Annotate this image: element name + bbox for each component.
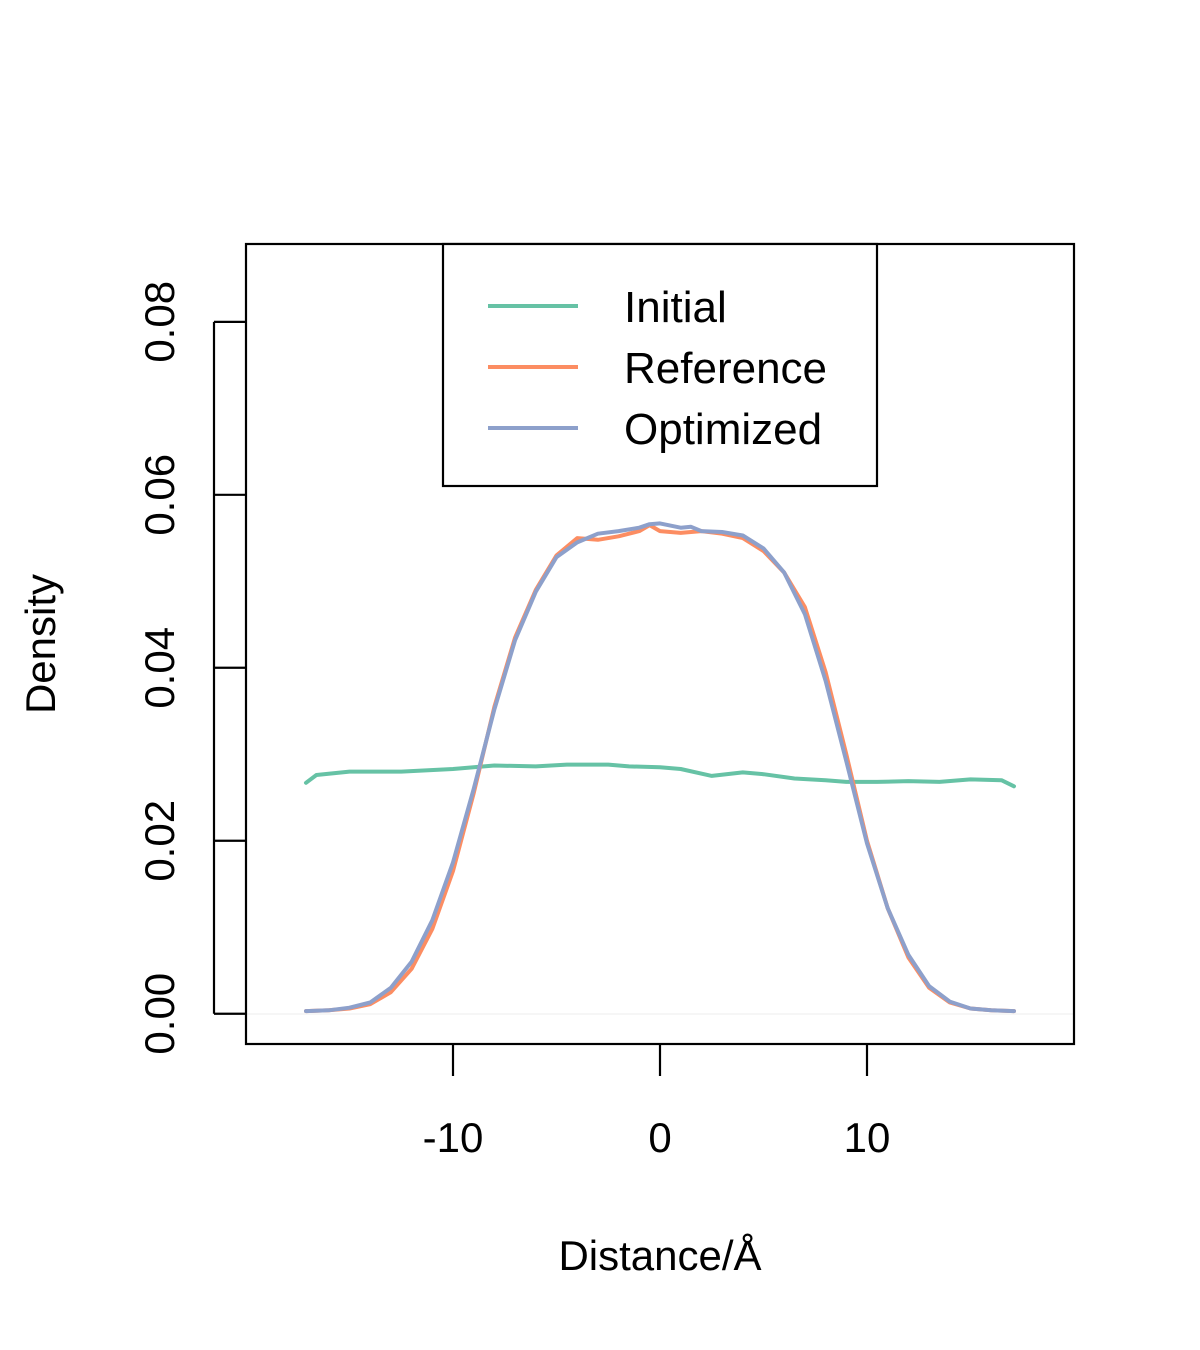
legend: Initial Reference Optimized: [441, 242, 879, 488]
y-axis-title: Density: [17, 574, 64, 714]
x-tick-label: 10: [844, 1114, 891, 1161]
legend-label-initial: Initial: [624, 283, 727, 332]
y-tick-label: 0.04: [136, 627, 183, 709]
y-axis: 0.00 0.02 0.04 0.06 0.08: [136, 281, 246, 1055]
x-axis: -10 0 10: [423, 1044, 891, 1161]
legend-label-reference: Reference: [624, 344, 827, 393]
y-tick-label: 0.00: [136, 973, 183, 1055]
y-tick-label: 0.06: [136, 454, 183, 536]
x-axis-title: Distance/Å: [558, 1232, 761, 1279]
series-line-optimized: [304, 521, 1016, 1014]
series-layer: [304, 521, 1016, 1014]
x-tick-label: -10: [423, 1114, 484, 1161]
y-tick-label: 0.02: [136, 800, 183, 882]
series-line-initial: [304, 762, 1016, 789]
x-tick-label: 0: [648, 1114, 671, 1161]
legend-label-optimized: Optimized: [624, 405, 822, 454]
y-tick-label: 0.08: [136, 281, 183, 363]
